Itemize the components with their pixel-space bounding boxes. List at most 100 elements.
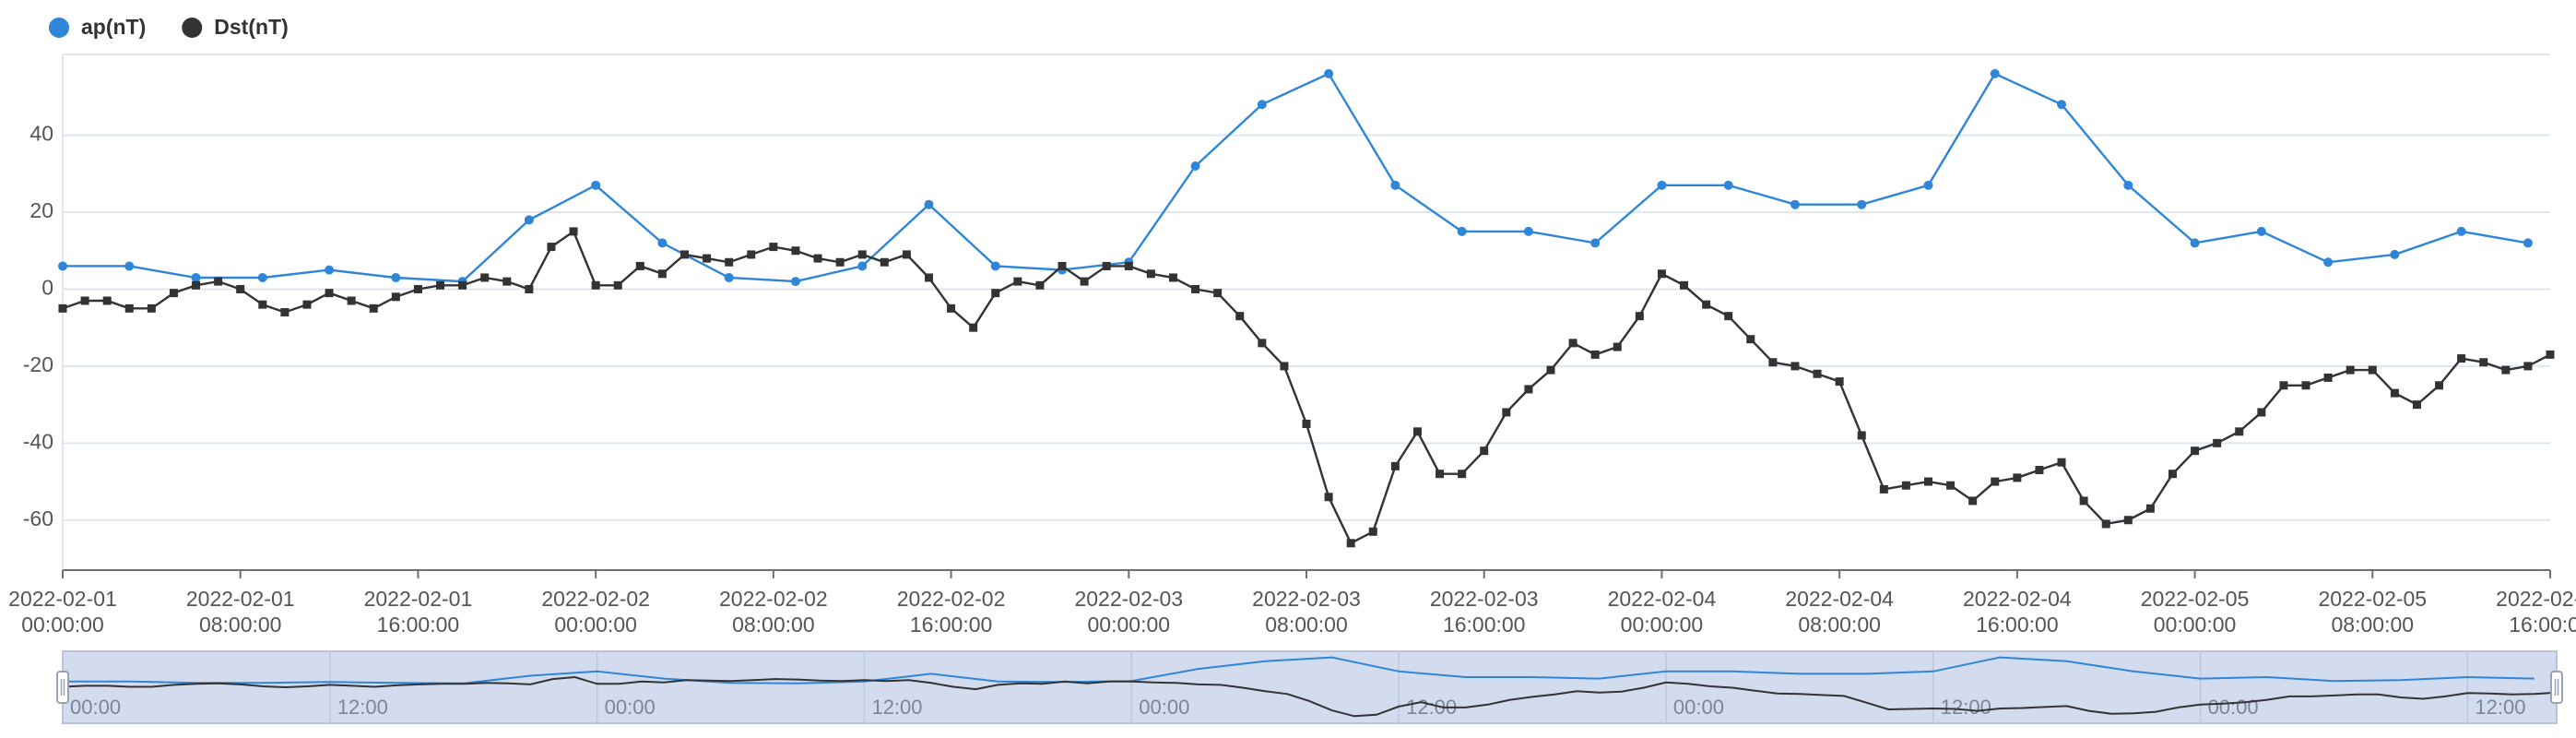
data-point <box>1412 427 1422 436</box>
data-point <box>1346 539 1355 548</box>
y-tick-label: -20 <box>23 352 53 376</box>
data-point <box>547 243 556 252</box>
data-point <box>525 284 534 293</box>
data-point <box>480 273 490 282</box>
data-point <box>1724 312 1733 321</box>
y-tick-label: 0 <box>41 276 53 300</box>
data-point <box>680 250 689 259</box>
data-point <box>1124 261 1133 270</box>
data-point <box>1058 261 1067 270</box>
zoom-label: 00:00 <box>605 696 656 719</box>
data-point <box>191 272 201 282</box>
data-point <box>1302 419 1311 428</box>
data-point <box>1013 277 1022 286</box>
data-point <box>1080 277 1089 286</box>
y-tick-label: -60 <box>23 506 53 530</box>
data-point <box>1390 461 1400 470</box>
zoom-label: 00:00 <box>2208 696 2259 719</box>
data-point <box>524 215 534 225</box>
data-point <box>924 273 933 282</box>
data-point <box>2435 381 2444 390</box>
data-point <box>2479 358 2488 367</box>
data-point <box>325 289 334 298</box>
data-point <box>2057 458 2066 467</box>
data-point <box>1946 481 1956 490</box>
x-tick-label: 2022-02-04 16:00:00 <box>1963 587 2072 637</box>
data-point <box>2301 381 2310 390</box>
data-point <box>857 250 867 259</box>
data-point <box>2546 350 2555 359</box>
legend-item[interactable]: ap(nT) <box>49 15 146 39</box>
data-point <box>1568 339 1578 348</box>
data-point <box>1968 496 1978 506</box>
data-point <box>2035 466 2044 475</box>
data-point <box>1168 273 1177 282</box>
data-point <box>80 296 89 305</box>
x-tick-label: 2022-02-03 00:00:00 <box>1074 587 1184 637</box>
data-point <box>1502 408 1511 417</box>
zoom-label: 12:00 <box>1941 696 1991 719</box>
data-point <box>813 254 822 263</box>
data-point <box>1923 180 1933 190</box>
data-point <box>1280 362 1289 371</box>
data-point <box>569 227 578 236</box>
data-point <box>1768 358 1778 367</box>
y-tick-label: 20 <box>30 198 53 222</box>
data-point <box>1523 226 1533 236</box>
data-point <box>1857 199 1867 209</box>
data-point <box>2257 408 2266 417</box>
data-point <box>725 257 734 267</box>
data-point <box>1458 470 1467 479</box>
x-tick-label: 2022-02-05 16:00:00 <box>2496 587 2576 637</box>
data-point <box>369 304 378 313</box>
zoom-label: 12:00 <box>2475 696 2525 719</box>
data-point <box>1257 100 1267 110</box>
data-point <box>1991 477 2000 486</box>
data-point <box>2057 100 2067 110</box>
data-point <box>124 261 135 271</box>
legend-item[interactable]: Dst(nT) <box>182 15 289 39</box>
zoom-label: 00:00 <box>70 696 121 719</box>
data-point <box>1480 446 1489 456</box>
data-point <box>1324 493 1333 502</box>
data-point <box>1235 312 1245 321</box>
data-point <box>1790 362 1800 371</box>
data-point <box>192 280 201 290</box>
data-point <box>2390 388 2399 398</box>
data-point <box>769 243 778 252</box>
data-point <box>990 261 1000 271</box>
legend-label: ap(nT) <box>81 15 146 39</box>
data-point <box>880 257 889 267</box>
data-point <box>258 300 267 309</box>
data-point <box>1190 161 1200 171</box>
data-point <box>790 277 800 287</box>
data-point <box>147 304 156 313</box>
data-point <box>1213 289 1223 298</box>
data-point <box>1258 339 1267 348</box>
data-point <box>2323 373 2333 382</box>
x-tick-label: 2022-02-03 08:00:00 <box>1252 587 1361 637</box>
zoom-overview-line <box>62 675 2558 718</box>
x-tick-label: 2022-02-01 16:00:00 <box>363 587 473 637</box>
data-point <box>2457 354 2466 363</box>
data-point <box>1457 226 1467 236</box>
data-point <box>257 272 267 282</box>
data-point <box>2123 180 2133 190</box>
legend-label: Dst(nT) <box>214 15 288 39</box>
data-point <box>1035 280 1045 290</box>
data-point <box>1790 199 1800 209</box>
data-point <box>1901 481 1910 490</box>
data-point <box>2346 365 2355 375</box>
data-point <box>1102 261 1111 270</box>
data-point <box>1191 284 1200 293</box>
data-point <box>1879 484 1888 494</box>
data-point <box>1657 180 1667 190</box>
data-point <box>2523 362 2533 371</box>
zoom-handle[interactable] <box>2550 671 2563 704</box>
zoom-handle[interactable] <box>56 671 69 704</box>
x-tick-label: 2022-02-03 16:00:00 <box>1429 587 1539 637</box>
data-point <box>2190 238 2200 248</box>
data-point <box>924 199 934 209</box>
